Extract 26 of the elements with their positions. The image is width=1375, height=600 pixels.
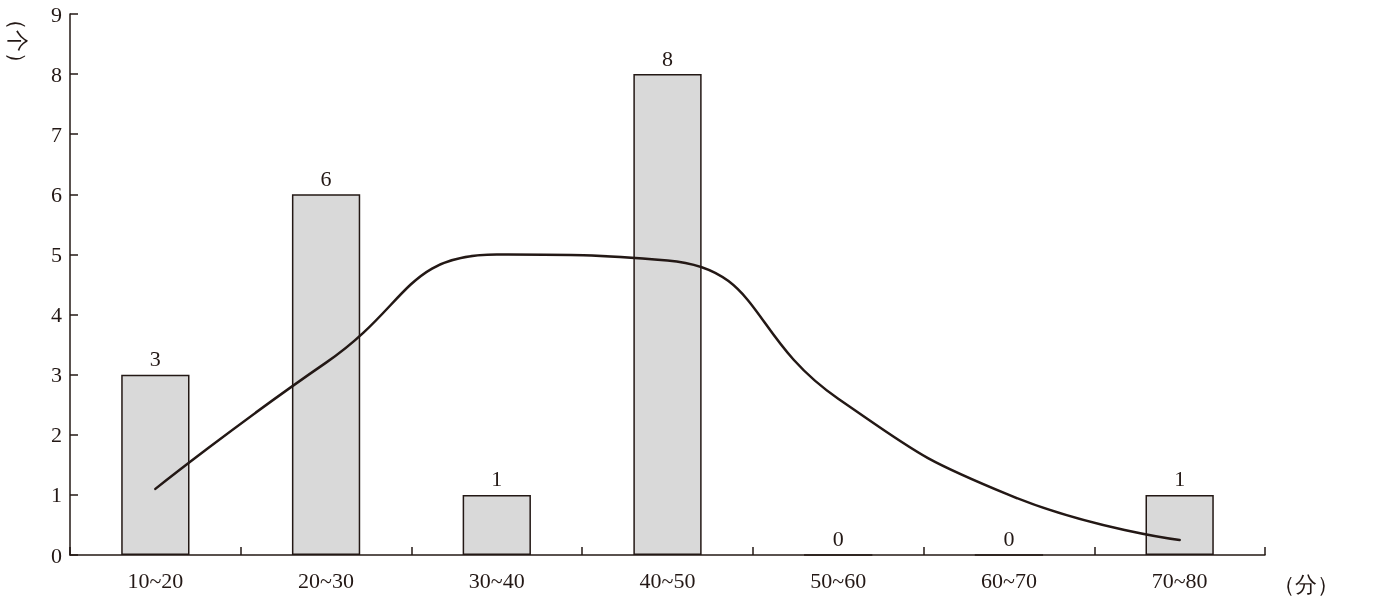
data-label: 0 [832, 525, 844, 551]
x-axis-title: （分） [1273, 571, 1339, 597]
y-tick-label: 6 [51, 181, 62, 207]
x-tick-label: 50~60 [810, 567, 867, 593]
y-tick-label: 0 [51, 542, 62, 568]
y-tick-label: 5 [51, 241, 62, 267]
x-tick-label: 40~50 [639, 567, 696, 593]
y-tick-label: 7 [51, 121, 62, 147]
y-tick-label: 4 [51, 302, 62, 328]
y-tick-label: 9 [51, 1, 62, 27]
y-axis-title: （个） [4, 8, 30, 74]
data-label: 1 [491, 466, 503, 492]
x-tick-label: 10~20 [127, 567, 184, 593]
y-tick-label: 1 [51, 482, 62, 508]
data-label: 6 [320, 165, 332, 191]
data-label: 1 [1174, 466, 1186, 492]
y-tick-label: 3 [51, 362, 62, 388]
y-tick-label: 8 [51, 61, 62, 87]
data-label: 3 [149, 346, 161, 372]
x-tick-label: 70~80 [1151, 567, 1208, 593]
x-tick-label: 20~30 [298, 567, 355, 593]
x-tick-label: 60~70 [980, 567, 1037, 593]
data-label: 0 [1003, 525, 1015, 551]
data-label: 8 [662, 45, 673, 71]
x-tick-label: 30~40 [468, 567, 525, 593]
y-tick-label: 2 [51, 422, 62, 448]
